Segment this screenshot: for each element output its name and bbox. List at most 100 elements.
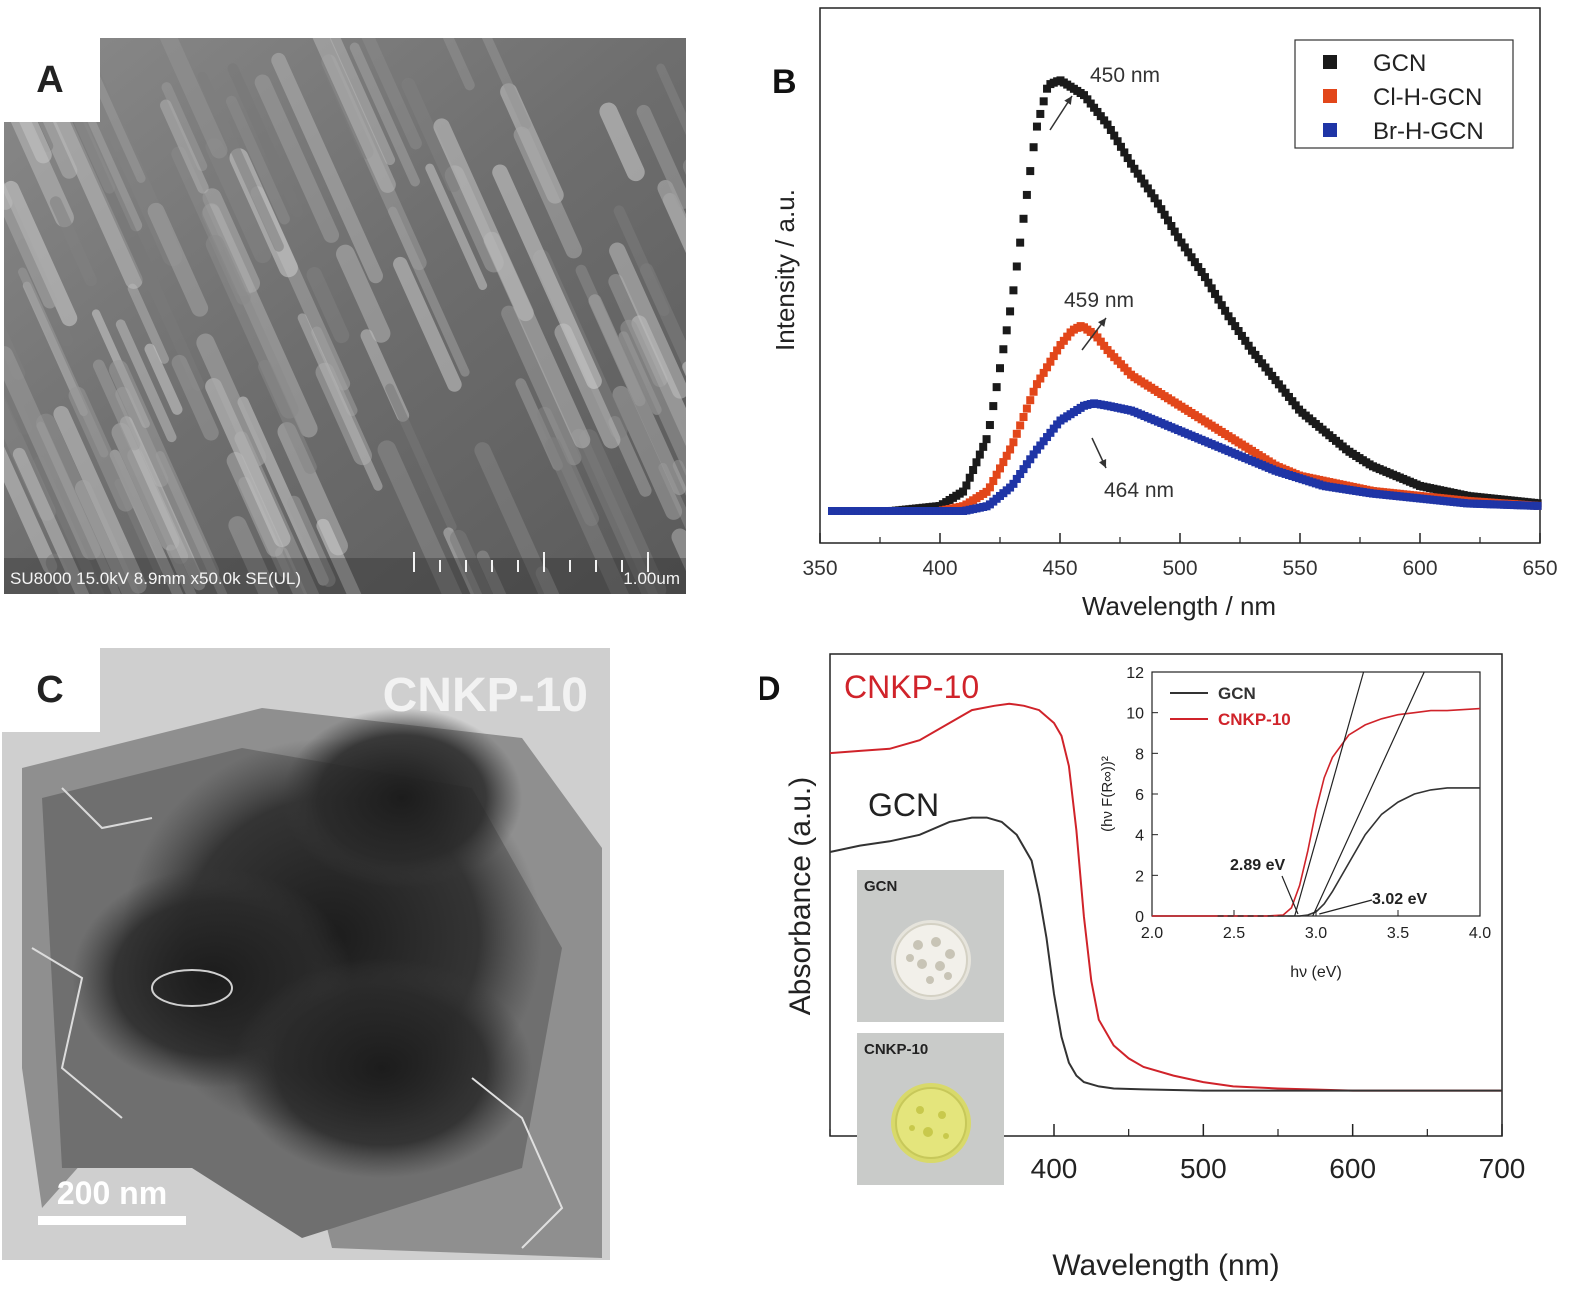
data-point-cl-h-gcn: [1032, 380, 1041, 389]
sem-rod: [312, 38, 396, 193]
sem-rod: [120, 416, 206, 591]
data-point-gcn: [1284, 392, 1293, 401]
sem-rod: [258, 359, 317, 474]
data-point-cl-h-gcn: [1022, 404, 1031, 413]
x-tick-label: 550: [1282, 557, 1317, 580]
sem-rod: [385, 383, 457, 532]
photo-label-cnkp: CNKP-10: [864, 1041, 928, 1058]
sem-rod: [513, 126, 582, 259]
sem-rod: [620, 319, 686, 476]
data-point-gcn: [1164, 216, 1172, 225]
data-point-gcn: [1147, 189, 1156, 198]
data-point-gcn: [1227, 317, 1236, 326]
data-point-gcn: [1103, 120, 1112, 129]
sem-rod: [228, 516, 279, 594]
x-tick-label: 400: [922, 557, 957, 580]
sem-rod: [74, 480, 140, 594]
data-point-gcn: [1268, 371, 1277, 380]
data-point-gcn: [1197, 267, 1206, 276]
sem-image: SU8000 15.0kV 8.9mm x50.0k SE(UL) 1.00um: [4, 38, 686, 594]
panel-a: SU8000 15.0kV 8.9mm x50.0k SE(UL) 1.00um: [4, 38, 686, 594]
data-point-cl-h-gcn: [982, 487, 991, 496]
data-point-gcn: [1254, 355, 1263, 364]
data-point-br-h-gcn: [1032, 445, 1041, 454]
data-point-br-h-gcn: [1012, 474, 1021, 483]
data-point-gcn: [1234, 327, 1243, 336]
data-point-cl-h-gcn: [1006, 445, 1015, 454]
sem-rod: [656, 63, 686, 136]
sem-rod: [225, 95, 290, 225]
data-point-cl-h-gcn: [996, 464, 1004, 473]
data-point-gcn: [1281, 388, 1290, 397]
data-point-gcn: [1043, 84, 1052, 93]
scale-bar-text: 200 nm: [57, 1175, 167, 1211]
data-point-cl-h-gcn: [985, 483, 994, 492]
inset-y-tick-label: 0: [1135, 909, 1144, 926]
sem-rod: [631, 315, 686, 447]
inset-x-tick-label: 3.0: [1305, 925, 1327, 942]
sem-rod: [316, 518, 362, 594]
sem-rod: [109, 449, 184, 594]
data-point-gcn: [1274, 380, 1283, 389]
inset-line-cnkp-10: [1152, 707, 1481, 917]
data-point-br-h-gcn: [1046, 428, 1055, 437]
sem-rod: [335, 244, 391, 343]
series-line-cnkp-10: [829, 702, 1502, 1092]
data-point-gcn: [962, 481, 971, 490]
y-axis-label: Absorbance (a.u.): [784, 777, 817, 1015]
data-point-gcn: [1231, 322, 1240, 331]
data-point-gcn: [1016, 238, 1025, 247]
legend-marker: [1323, 123, 1337, 137]
data-point-br-h-gcn: [1049, 424, 1058, 433]
sem-rod: [4, 181, 58, 309]
data-point-cl-h-gcn: [1036, 374, 1045, 383]
arrow-head: [1064, 96, 1072, 105]
data-point-gcn: [1190, 258, 1199, 267]
x-axis-label: Wavelength / nm: [1082, 591, 1276, 621]
sem-rod: [226, 452, 284, 557]
data-point-gcn: [1207, 284, 1216, 293]
panel-label-c: C: [0, 648, 100, 732]
data-point-br-h-gcn: [1019, 465, 1028, 474]
data-point-cl-h-gcn: [1100, 341, 1109, 350]
panel-label-a: A: [0, 38, 100, 122]
x-tick-label: 600: [1329, 1153, 1376, 1184]
x-tick-label: 600: [1402, 557, 1437, 580]
sem-rod: [492, 164, 602, 389]
data-point-cl-h-gcn: [1012, 429, 1021, 438]
data-point-gcn: [1157, 205, 1166, 214]
data-point-br-h-gcn: [1016, 470, 1025, 479]
data-point-br-h-gcn: [1533, 501, 1542, 510]
data-point-gcn: [982, 435, 991, 444]
sem-rod: [361, 38, 422, 150]
data-point-cl-h-gcn: [989, 477, 998, 486]
data-point-gcn: [1100, 116, 1109, 125]
data-point-gcn: [1244, 341, 1253, 350]
legend-label: Cl-H-GCN: [1373, 84, 1482, 111]
sem-rod: [554, 323, 621, 449]
data-point-gcn: [959, 487, 968, 496]
inset-y-tick-label: 4: [1135, 828, 1144, 845]
data-point-gcn: [1187, 253, 1196, 262]
sem-rod: [205, 378, 291, 548]
sem-rod: [4, 180, 78, 327]
sem-rod: [297, 313, 383, 491]
sem-rod: [4, 362, 33, 435]
legend: GCN Cl-H-GCN Br-H-GCN: [1294, 39, 1514, 149]
data-point-cl-h-gcn: [1056, 341, 1065, 350]
data-point-gcn: [1160, 210, 1169, 219]
inset-x-tick-label: 3.5: [1387, 925, 1409, 942]
data-point-gcn: [1194, 263, 1203, 272]
peak-annotation: 459 nm: [1064, 289, 1134, 312]
peak-annotation: 464 nm: [1104, 479, 1174, 502]
data-point-gcn: [1090, 103, 1099, 112]
data-point-cl-h-gcn: [1026, 396, 1035, 405]
inset-legend-label: CNKP-10: [1218, 710, 1291, 729]
data-point-cl-h-gcn: [1046, 357, 1055, 366]
sem-rod: [127, 283, 169, 364]
data-point-gcn: [1211, 289, 1220, 298]
data-point-cl-h-gcn: [1002, 451, 1011, 460]
data-point-gcn: [1026, 167, 1035, 176]
data-point-gcn: [1080, 91, 1088, 100]
sem-rod: [160, 99, 209, 194]
